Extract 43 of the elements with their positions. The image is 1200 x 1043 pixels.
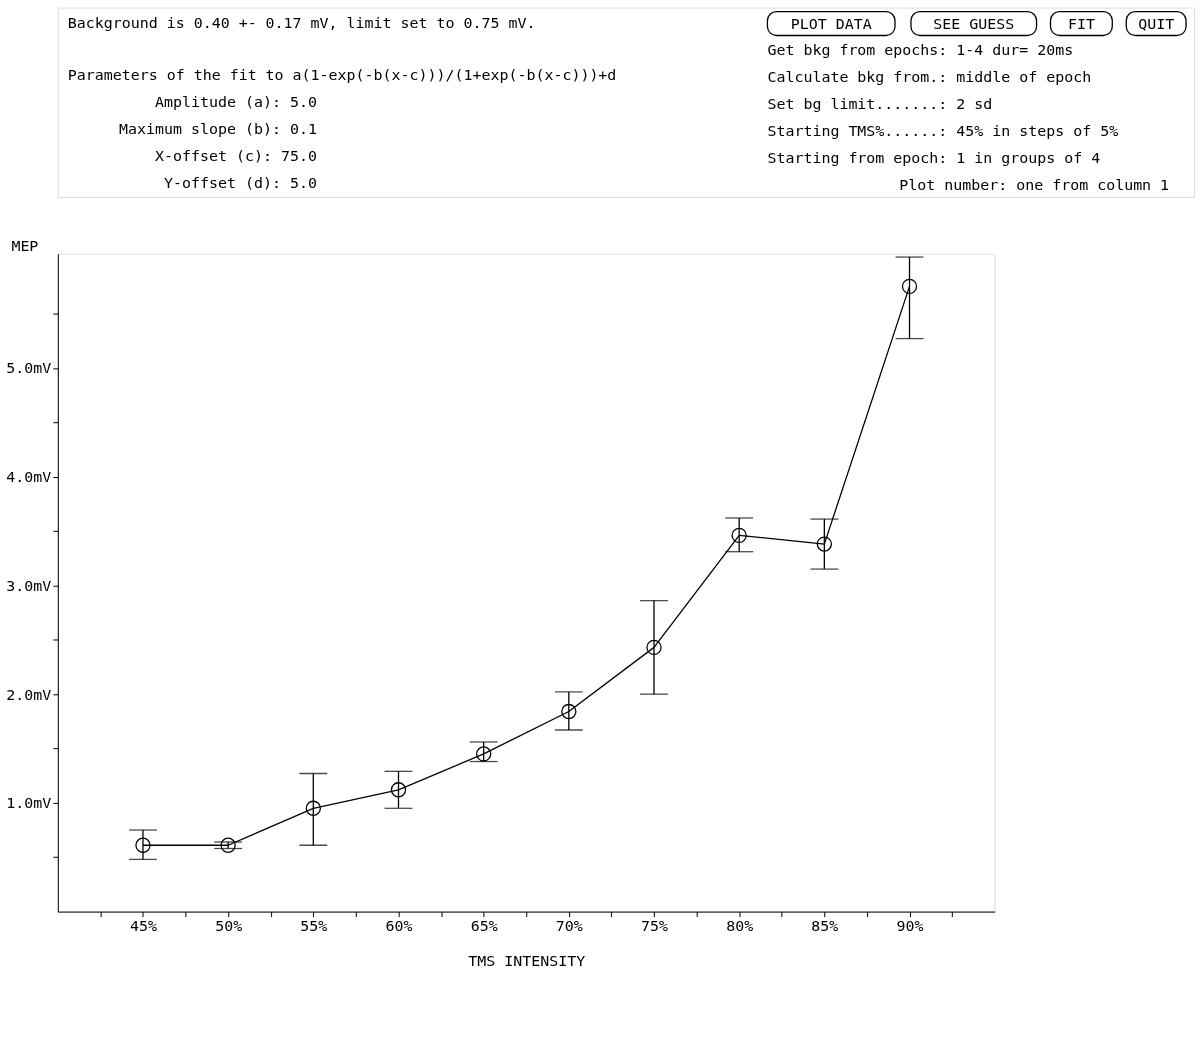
point xyxy=(475,746,492,762)
x-tick-label: 85% xyxy=(811,917,839,936)
point xyxy=(305,800,322,816)
point xyxy=(901,278,918,295)
text: Starting TMS%......: 45% in steps of 5% xyxy=(767,122,1119,141)
text: Set bg limit.......: 2 sd xyxy=(767,95,993,114)
point xyxy=(135,837,151,853)
y-tick-label: 1.0mV xyxy=(6,794,52,813)
point xyxy=(390,782,407,798)
text: Y-offset (d): 5.0 xyxy=(164,174,317,192)
x-tick-label: 55% xyxy=(300,917,328,936)
text: SEE GUESS xyxy=(933,14,1015,33)
text: Plot number: one from column 1 xyxy=(899,175,1170,194)
text: Parameters of the fit to a(1-exp(-b(x-c)))/(1+exp(-b(x-c)))+d xyxy=(67,66,617,85)
y-tick-label: 4.0mV xyxy=(6,468,52,487)
text: QUIT xyxy=(1138,14,1175,33)
x-tick-label: 50% xyxy=(215,917,243,936)
x-tick-label: 60% xyxy=(385,917,413,936)
text: Background is 0.40 +- 0.17 mV, limit set to 0.75 mV. xyxy=(67,13,536,32)
text: Starting from epoch: 1 in groups of 4 xyxy=(767,149,1101,168)
point xyxy=(561,703,577,720)
point xyxy=(816,536,833,552)
text: Get bkg from epochs: 1-4 dur= 20ms xyxy=(767,41,1074,60)
x-tick-label: 65% xyxy=(470,917,498,936)
point xyxy=(220,837,236,853)
x-tick-label: 75% xyxy=(641,917,668,936)
x-tick-label: 45% xyxy=(129,917,157,936)
text: X-offset (c): 75.0 xyxy=(155,147,317,166)
text: Amplitude (a): 5.0 xyxy=(155,93,317,112)
point xyxy=(731,527,747,544)
text: PLOT DATA xyxy=(790,14,872,33)
x-axis-title: TMS INTENSITY xyxy=(468,951,586,970)
text: Maximum slope (b): 0.1 xyxy=(119,120,317,139)
x-tick-label: 90% xyxy=(896,917,924,936)
y-tick-label: 2.0mV xyxy=(6,685,52,704)
text: FIT xyxy=(1067,14,1095,33)
y-axis-title: MEP xyxy=(11,237,39,256)
point xyxy=(646,639,662,656)
x-tick-label: 80% xyxy=(726,917,754,936)
y-tick-label: 5.0mV xyxy=(6,359,52,378)
text: Calculate bkg from.: middle of epoch xyxy=(767,68,1092,87)
y-tick-label: 3.0mV xyxy=(6,576,52,595)
x-tick-label: 70% xyxy=(555,917,583,936)
